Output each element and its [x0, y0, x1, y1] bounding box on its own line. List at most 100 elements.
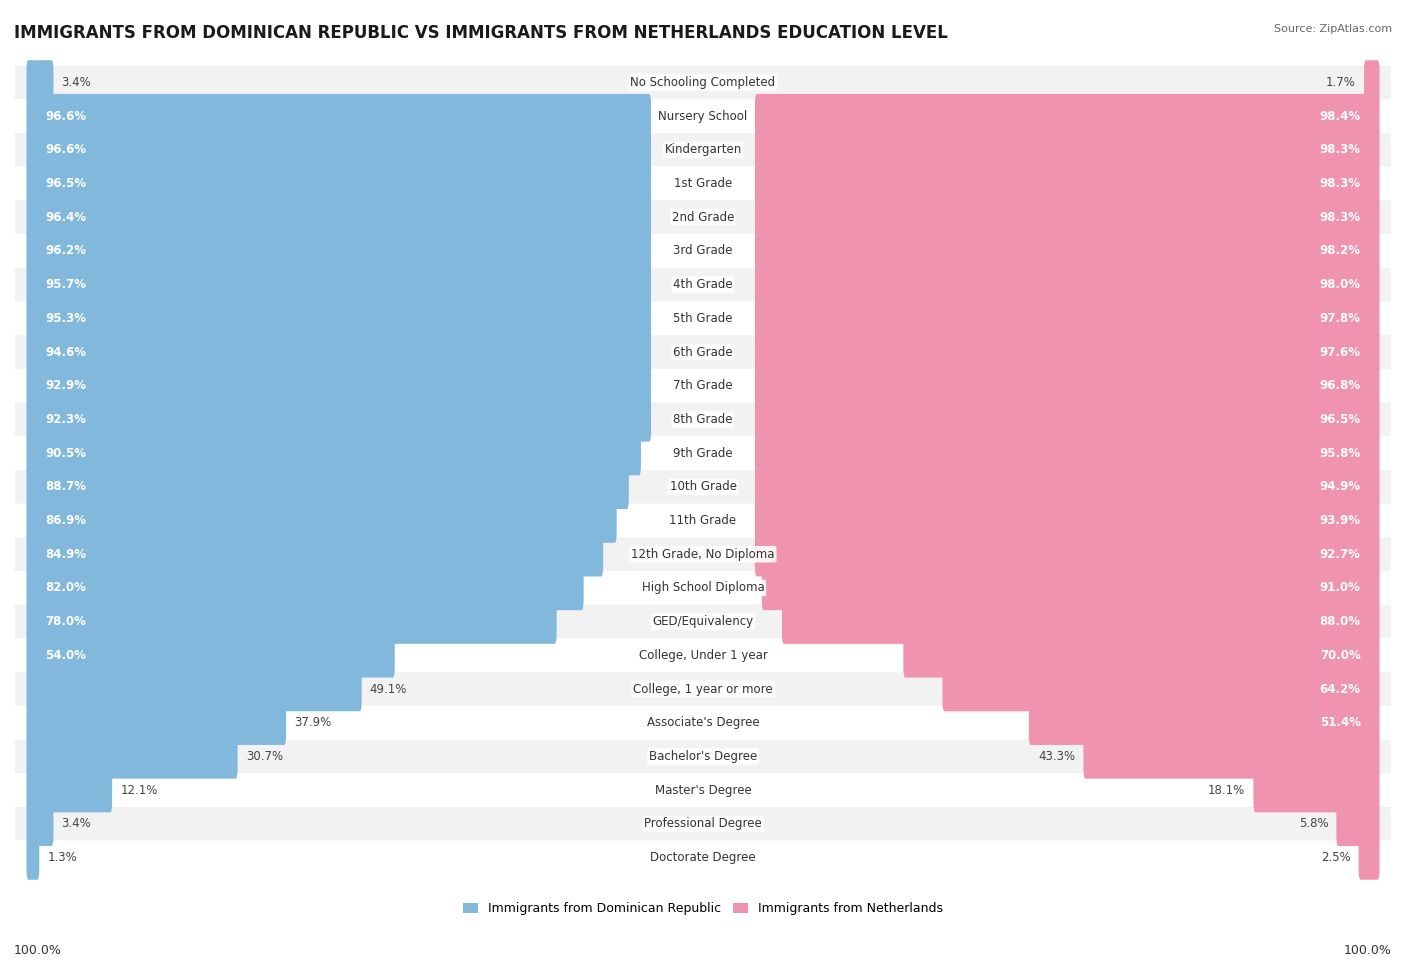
Text: 5th Grade: 5th Grade [673, 312, 733, 325]
FancyBboxPatch shape [755, 498, 1379, 543]
Text: 8th Grade: 8th Grade [673, 413, 733, 426]
Text: 93.9%: 93.9% [1320, 514, 1361, 527]
FancyBboxPatch shape [27, 296, 651, 340]
FancyBboxPatch shape [755, 532, 1379, 576]
FancyBboxPatch shape [15, 65, 1391, 99]
FancyBboxPatch shape [15, 167, 1391, 201]
Text: 100.0%: 100.0% [1344, 944, 1392, 957]
Text: 96.5%: 96.5% [45, 177, 87, 190]
FancyBboxPatch shape [15, 672, 1391, 706]
FancyBboxPatch shape [1029, 700, 1379, 745]
FancyBboxPatch shape [27, 801, 53, 846]
Text: No Schooling Completed: No Schooling Completed [630, 76, 776, 89]
Text: 96.4%: 96.4% [45, 211, 87, 223]
FancyBboxPatch shape [27, 161, 651, 206]
Text: 92.9%: 92.9% [45, 379, 86, 392]
FancyBboxPatch shape [15, 268, 1391, 301]
Text: 92.7%: 92.7% [1320, 548, 1361, 561]
Text: 43.3%: 43.3% [1038, 750, 1076, 762]
Text: College, Under 1 year: College, Under 1 year [638, 648, 768, 662]
Text: 98.0%: 98.0% [1320, 278, 1361, 292]
Text: 92.3%: 92.3% [45, 413, 86, 426]
Text: Bachelor's Degree: Bachelor's Degree [650, 750, 756, 762]
Text: 2nd Grade: 2nd Grade [672, 211, 734, 223]
FancyBboxPatch shape [27, 229, 651, 273]
FancyBboxPatch shape [762, 566, 1379, 610]
Text: College, 1 year or more: College, 1 year or more [633, 682, 773, 695]
FancyBboxPatch shape [942, 667, 1379, 711]
Text: 98.3%: 98.3% [1320, 177, 1361, 190]
FancyBboxPatch shape [27, 431, 641, 476]
FancyBboxPatch shape [15, 773, 1391, 807]
FancyBboxPatch shape [15, 571, 1391, 604]
Text: 84.9%: 84.9% [45, 548, 87, 561]
FancyBboxPatch shape [15, 504, 1391, 537]
Text: 1.3%: 1.3% [48, 851, 77, 864]
Text: 3.4%: 3.4% [62, 817, 91, 831]
Text: 98.2%: 98.2% [1320, 245, 1361, 257]
FancyBboxPatch shape [755, 229, 1379, 273]
Text: 96.5%: 96.5% [1319, 413, 1361, 426]
FancyBboxPatch shape [755, 296, 1379, 340]
FancyBboxPatch shape [755, 262, 1379, 307]
FancyBboxPatch shape [1253, 768, 1379, 812]
Text: 98.3%: 98.3% [1320, 143, 1361, 156]
Text: 12.1%: 12.1% [121, 784, 157, 797]
Text: 90.5%: 90.5% [45, 447, 86, 459]
Text: 82.0%: 82.0% [45, 581, 86, 595]
FancyBboxPatch shape [15, 234, 1391, 268]
FancyBboxPatch shape [27, 195, 651, 240]
FancyBboxPatch shape [15, 740, 1391, 773]
Text: 3rd Grade: 3rd Grade [673, 245, 733, 257]
FancyBboxPatch shape [15, 201, 1391, 234]
FancyBboxPatch shape [27, 94, 651, 138]
Text: 78.0%: 78.0% [45, 615, 86, 628]
Text: 9th Grade: 9th Grade [673, 447, 733, 459]
FancyBboxPatch shape [1364, 60, 1379, 104]
Text: 88.7%: 88.7% [45, 481, 86, 493]
Text: 96.8%: 96.8% [1319, 379, 1361, 392]
FancyBboxPatch shape [755, 465, 1379, 509]
FancyBboxPatch shape [15, 470, 1391, 504]
Text: 98.4%: 98.4% [1319, 109, 1361, 123]
FancyBboxPatch shape [15, 436, 1391, 470]
Text: 37.9%: 37.9% [294, 717, 332, 729]
FancyBboxPatch shape [15, 537, 1391, 571]
FancyBboxPatch shape [755, 94, 1379, 138]
Text: Master's Degree: Master's Degree [655, 784, 751, 797]
FancyBboxPatch shape [27, 60, 53, 104]
FancyBboxPatch shape [27, 128, 651, 173]
Text: 51.4%: 51.4% [1320, 717, 1361, 729]
Text: 12th Grade, No Diploma: 12th Grade, No Diploma [631, 548, 775, 561]
Text: Source: ZipAtlas.com: Source: ZipAtlas.com [1274, 24, 1392, 34]
Text: 95.8%: 95.8% [1319, 447, 1361, 459]
Text: 1.7%: 1.7% [1326, 76, 1355, 89]
Text: 95.3%: 95.3% [45, 312, 86, 325]
Text: 6th Grade: 6th Grade [673, 345, 733, 359]
FancyBboxPatch shape [27, 465, 628, 509]
Text: 2.5%: 2.5% [1320, 851, 1351, 864]
FancyBboxPatch shape [755, 195, 1379, 240]
Text: High School Diploma: High School Diploma [641, 581, 765, 595]
Text: 88.0%: 88.0% [1320, 615, 1361, 628]
Text: Doctorate Degree: Doctorate Degree [650, 851, 756, 864]
Text: Professional Degree: Professional Degree [644, 817, 762, 831]
FancyBboxPatch shape [15, 840, 1391, 875]
Text: 95.7%: 95.7% [45, 278, 86, 292]
FancyBboxPatch shape [27, 700, 287, 745]
FancyBboxPatch shape [27, 498, 617, 543]
FancyBboxPatch shape [903, 633, 1379, 678]
FancyBboxPatch shape [1336, 801, 1379, 846]
FancyBboxPatch shape [15, 639, 1391, 672]
FancyBboxPatch shape [755, 364, 1379, 408]
FancyBboxPatch shape [27, 262, 651, 307]
Text: 94.6%: 94.6% [45, 345, 87, 359]
Text: IMMIGRANTS FROM DOMINICAN REPUBLIC VS IMMIGRANTS FROM NETHERLANDS EDUCATION LEVE: IMMIGRANTS FROM DOMINICAN REPUBLIC VS IM… [14, 24, 948, 42]
Text: 97.6%: 97.6% [1320, 345, 1361, 359]
FancyBboxPatch shape [15, 807, 1391, 840]
Legend: Immigrants from Dominican Republic, Immigrants from Netherlands: Immigrants from Dominican Republic, Immi… [458, 897, 948, 920]
Text: 49.1%: 49.1% [370, 682, 408, 695]
FancyBboxPatch shape [1084, 734, 1379, 779]
FancyBboxPatch shape [27, 667, 361, 711]
FancyBboxPatch shape [27, 600, 557, 644]
